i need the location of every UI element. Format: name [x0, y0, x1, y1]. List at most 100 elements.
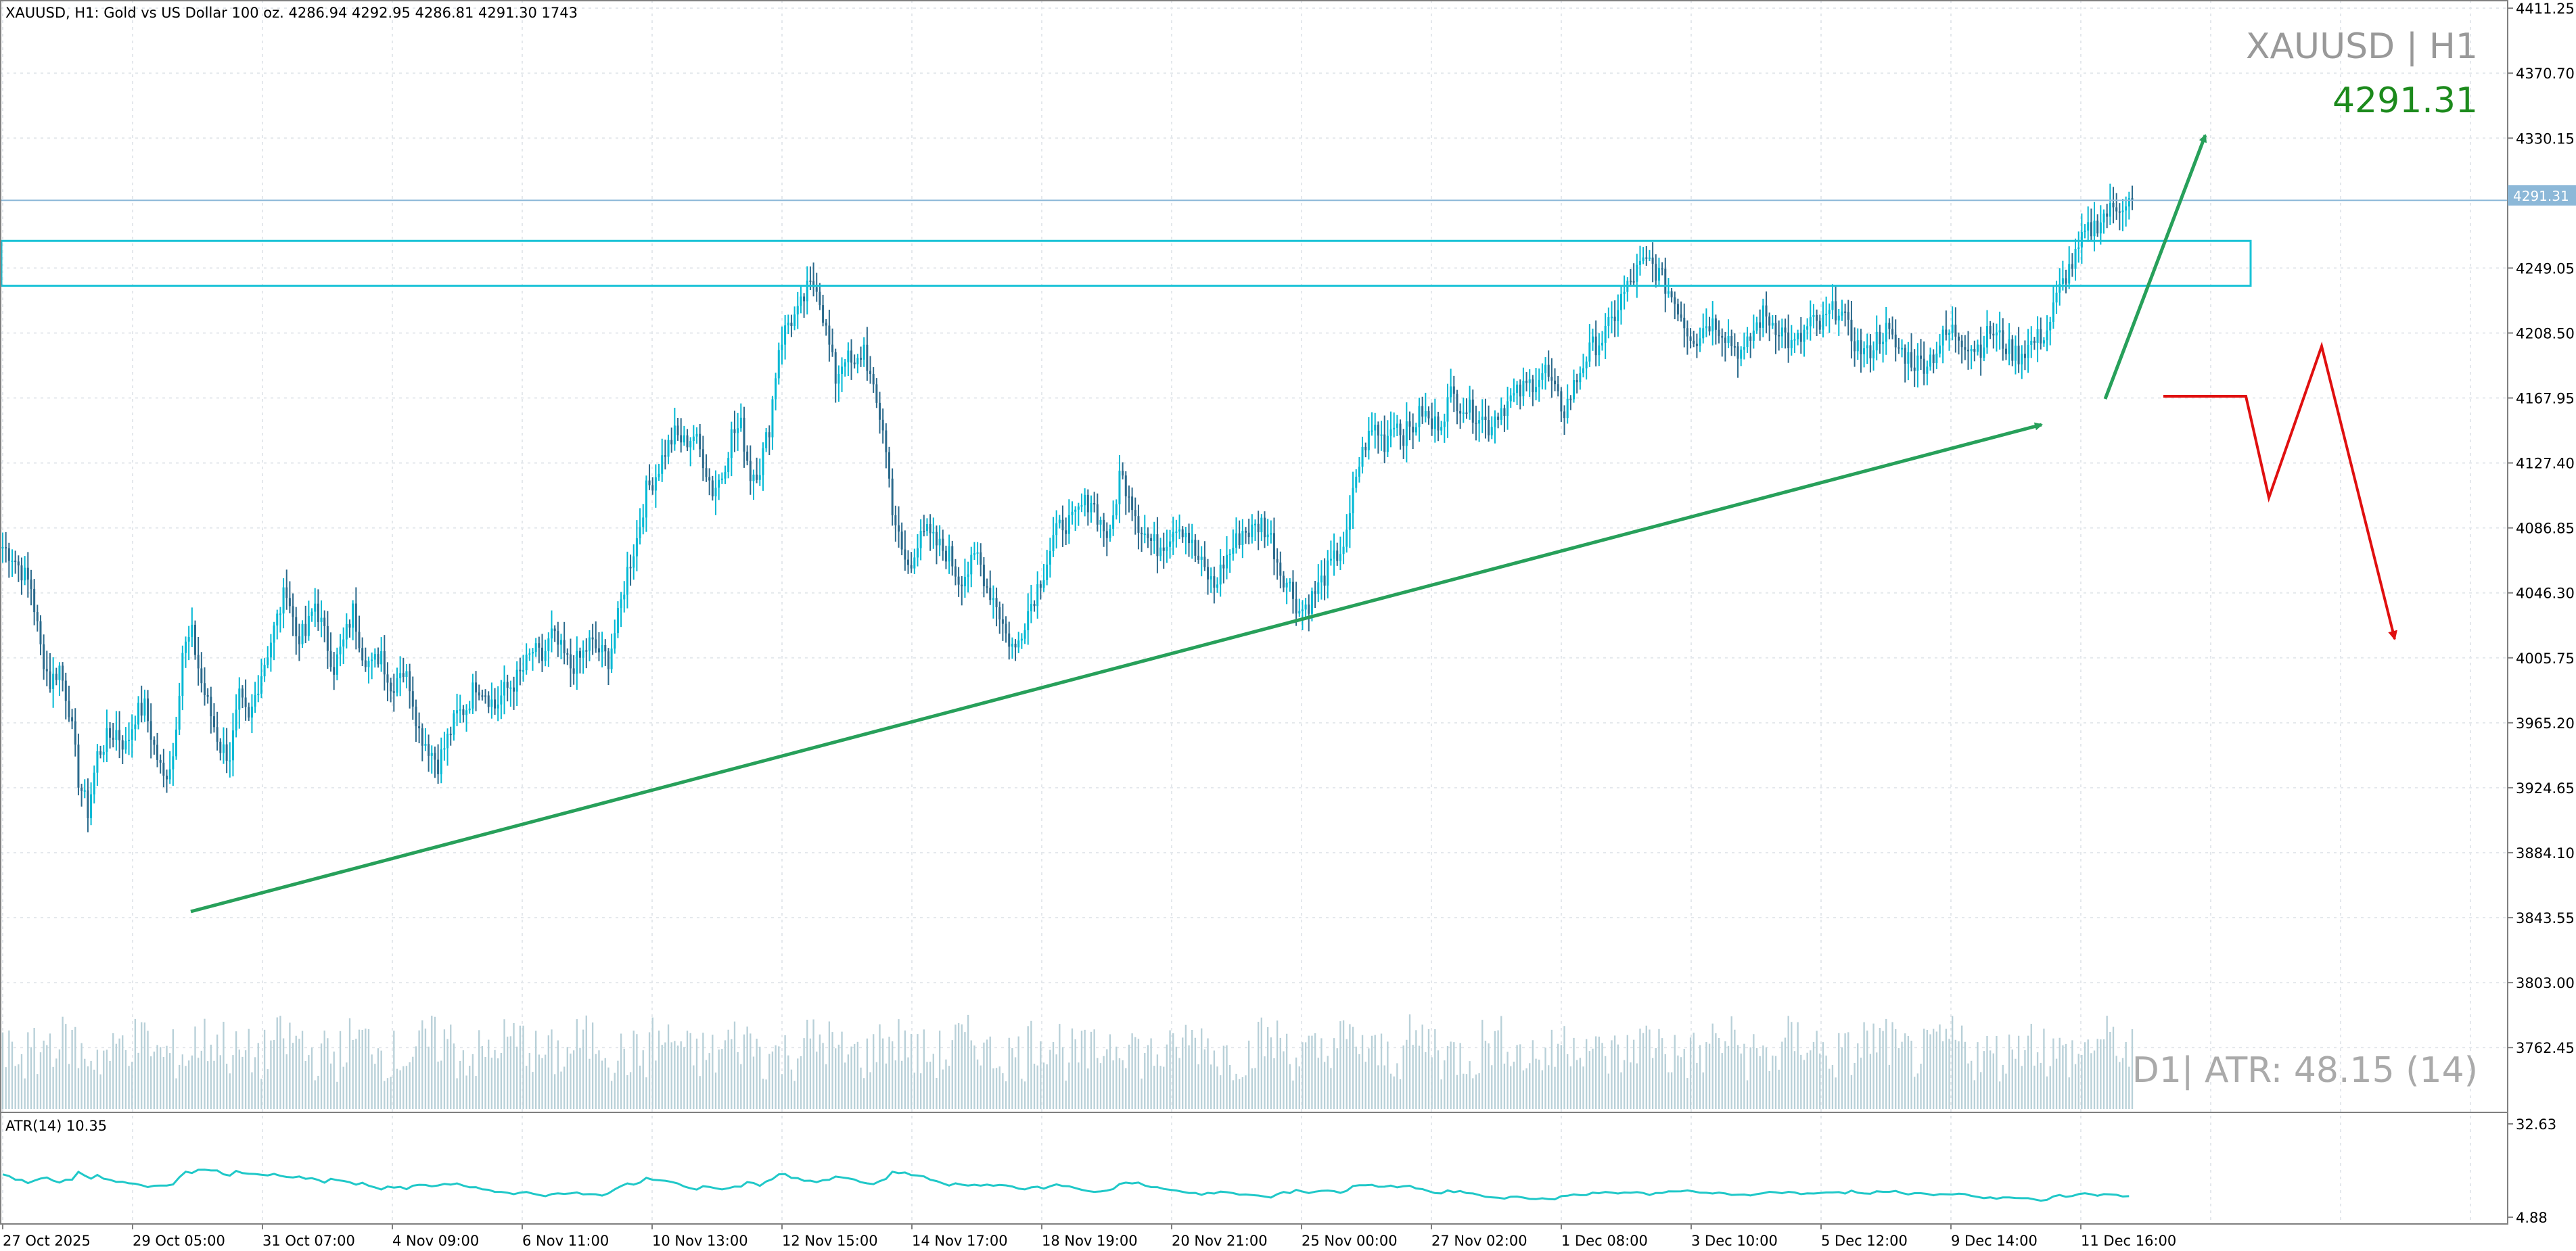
atr-indicator-label: ATR(14) 10.35 [5, 1118, 107, 1134]
candle-body [285, 587, 288, 598]
candle-body [1714, 318, 1717, 330]
candle-body [225, 744, 228, 761]
candle-body [184, 641, 187, 653]
projection-path [2163, 341, 2397, 640]
candle-body [1241, 531, 1244, 545]
candle-body [872, 374, 875, 385]
candle-body [916, 548, 919, 558]
candle-body [168, 769, 171, 780]
axes [0, 0, 2508, 1225]
candle-body [118, 730, 121, 740]
candle-body [1162, 547, 1165, 551]
candle-body [1847, 312, 1849, 320]
candle-body [1879, 331, 1881, 344]
candle-body [1948, 333, 1951, 335]
candle-body [1837, 315, 1840, 321]
candle-body [711, 480, 714, 497]
time-tick-label: 20 Nov 21:00 [1172, 1233, 1268, 1248]
candle-body [1471, 399, 1474, 423]
candle-body [1478, 420, 1481, 424]
candle-body [1721, 335, 1724, 338]
candle-body [354, 603, 357, 632]
candle-body [231, 730, 234, 761]
candle-body [402, 673, 405, 678]
candle-body [238, 688, 241, 710]
candle-body [304, 623, 307, 636]
candle-body [1642, 257, 1644, 261]
candle-body [411, 691, 414, 707]
candle-body [241, 688, 244, 698]
candle-body [1099, 519, 1102, 525]
time-tick-label: 29 Oct 05:00 [133, 1233, 225, 1248]
candle-body [1882, 341, 1885, 344]
candle-body [2014, 346, 2017, 361]
candle-body [1657, 268, 1660, 281]
candle-body [1743, 347, 1745, 350]
price-tick-label: 4370.70 [2516, 66, 2575, 82]
candle-body [1655, 264, 1657, 281]
candle-body [1244, 531, 1247, 533]
candle-body [2125, 206, 2128, 211]
candle-body [1573, 379, 1576, 400]
candle-body [737, 428, 739, 433]
candle-body [1835, 301, 1837, 321]
candle-body [421, 728, 423, 746]
candle-body [768, 432, 770, 438]
time-tick-label: 14 Nov 17:00 [912, 1233, 1008, 1248]
candle-body [616, 608, 619, 634]
candle-body [1985, 326, 1988, 348]
grid [0, 0, 2508, 1224]
candle-body [1998, 330, 2001, 333]
candle-body [1008, 633, 1011, 647]
candle-body [348, 623, 351, 628]
price-tick-label: 4127.40 [2516, 456, 2575, 472]
candle-body [2099, 222, 2102, 234]
candle-body [648, 480, 651, 486]
candle-body [58, 665, 61, 680]
candle-body [250, 706, 253, 718]
candle-body [52, 674, 55, 689]
atr-line [2, 1169, 2130, 1202]
candle-body [973, 553, 975, 555]
candle-body [298, 636, 300, 644]
candle-body [1380, 434, 1383, 436]
candle-body [1619, 293, 1622, 310]
candle-body [1957, 336, 1960, 341]
candle-body [1632, 281, 1635, 283]
candle-body [683, 435, 685, 443]
candle-body [1708, 326, 1711, 332]
candle-body [1308, 604, 1310, 614]
candle-body [894, 515, 897, 525]
candle-body [1803, 329, 1806, 342]
candle-body [1364, 446, 1367, 450]
candle-body [1932, 354, 1935, 364]
candle-body [342, 639, 345, 647]
candle-body [2046, 330, 2048, 341]
candle-body [1733, 346, 1736, 348]
time-tick-label: 18 Nov 19:00 [1042, 1233, 1138, 1248]
candle-body [1443, 421, 1446, 427]
candle-body [1812, 314, 1815, 317]
price-tick-label: 4411.25 [2516, 1, 2575, 17]
candle-body [1055, 523, 1058, 536]
candle-body [1780, 327, 1783, 337]
candle-body [1017, 640, 1020, 648]
candle-body [392, 691, 395, 693]
price-tick-label: 4167.95 [2516, 391, 2575, 407]
candle-body [1137, 516, 1140, 533]
candle-body [588, 637, 591, 651]
candle-body [2121, 210, 2124, 212]
candle-body [944, 550, 947, 562]
candle-body [206, 694, 209, 697]
candle-body [900, 532, 903, 550]
candle-body [2058, 283, 2061, 293]
candle-body [961, 584, 963, 587]
candle-body [847, 350, 850, 362]
candle-body [99, 751, 102, 755]
candle-body [1623, 291, 1626, 294]
candle-body [1866, 345, 1868, 349]
candle-body [875, 384, 878, 403]
price-tick-label: 4046.30 [2516, 586, 2575, 602]
candle-body [1052, 535, 1055, 551]
candle-body [1544, 364, 1547, 373]
